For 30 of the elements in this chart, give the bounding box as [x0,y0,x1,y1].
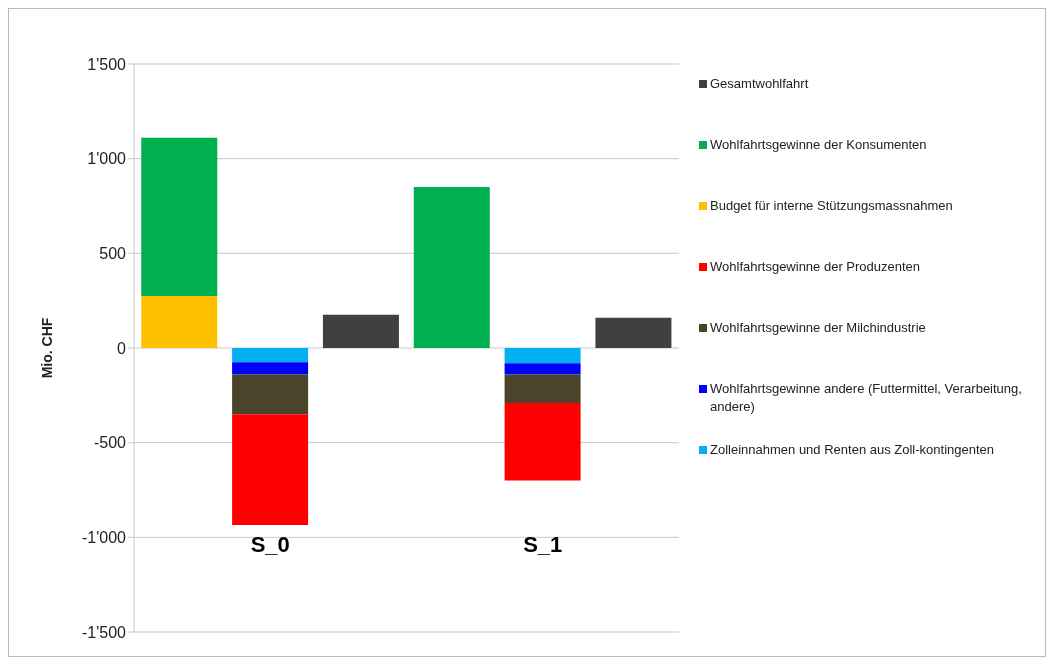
bar [232,362,309,375]
y-tick-label: -1'000 [82,529,127,547]
y-tick-label: -1'500 [82,623,127,641]
y-tick-label: 0 [117,339,127,357]
y-tick-label: 500 [99,245,127,263]
x-tick-label: S_1 [523,532,563,557]
bar [504,348,581,364]
legend-label: Zolleinnahmen und Renten aus Zoll-kontingenten [710,441,995,459]
x-tick-label: S_0 [250,532,290,557]
legend-label: Gesamtwohlfahrt [710,75,809,93]
y-tick-label: 1'000 [87,150,127,168]
bar [232,348,309,363]
bar [595,317,672,348]
legend-label: Wohlfahrtsgewinne der Konsumenten [710,136,927,154]
bar [141,137,218,296]
legend-label: Wohlfahrtsgewinne der Milchindustrie [710,319,926,337]
bar [413,187,490,348]
legend-label: Wohlfahrtsgewinne andere (Futtermittel, Verarbeitung, andere) [710,380,1023,416]
bar [504,374,581,403]
legend-label: Wohlfahrtsgewinne der Produzenten [710,258,921,276]
y-tick-label: 1'500 [87,55,127,73]
bar [232,374,309,415]
bar [322,314,399,348]
legend-label: Budget für interne Stützungsmassnahmen [710,197,953,215]
bar [232,414,309,526]
bar [504,363,581,375]
bar [141,295,218,348]
bar [504,402,581,481]
y-tick-label: -500 [93,434,127,452]
y-axis-title: Mio. CHF [38,317,55,379]
